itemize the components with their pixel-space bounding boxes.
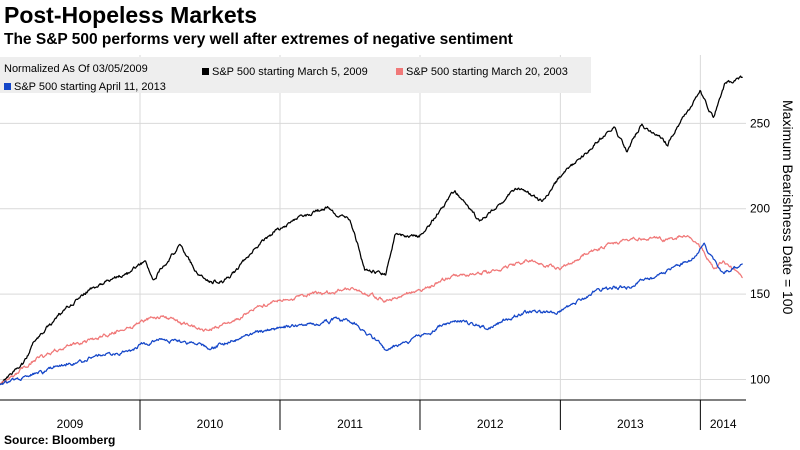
legend-title: Normalized As Of 03/05/2009 — [4, 63, 148, 75]
y-axis: 100 150 200 250 Maximum Bearishness Date = 1… — [750, 100, 796, 387]
legend-item: S&P 500 starting April 11, 2013 — [14, 81, 166, 93]
plot-background — [0, 55, 746, 430]
legend-box — [0, 57, 591, 93]
x-tick-label: 2010 — [197, 417, 224, 431]
x-axis: 2009 2010 2011 2012 2013 2014 — [0, 399, 746, 431]
legend-swatch — [202, 68, 209, 75]
legend: Normalized As Of 03/05/2009 S&P 500 start… — [0, 57, 591, 93]
chart-subtitle: The S&P 500 performs very well after ext… — [4, 31, 513, 48]
x-tick-label: 2014 — [710, 417, 737, 431]
y-tick-label: 100 — [750, 373, 770, 387]
legend-item: S&P 500 starting March 5, 2009 — [212, 66, 368, 78]
y-tick-label: 250 — [750, 116, 770, 130]
series-line — [0, 242, 743, 386]
chart-title: Post-Hopeless Markets — [4, 2, 258, 28]
x-tick-label: 2012 — [477, 417, 504, 431]
series-line — [0, 75, 743, 385]
x-tick-label: 2011 — [337, 417, 363, 431]
series-lines — [0, 75, 743, 386]
legend-item: S&P 500 starting March 20, 2003 — [406, 66, 568, 78]
source-note: Source: Bloomberg — [4, 433, 116, 447]
y-axis-label: Maximum Bearishness Date = 100 — [780, 100, 796, 315]
x-tick-label: 2009 — [57, 417, 84, 431]
legend-swatch — [396, 68, 403, 75]
x-tick-label: 2013 — [617, 417, 644, 431]
y-tick-label: 200 — [750, 202, 770, 216]
y-tick-label: 150 — [750, 287, 770, 301]
series-line — [0, 234, 743, 386]
legend-swatch — [4, 83, 11, 90]
